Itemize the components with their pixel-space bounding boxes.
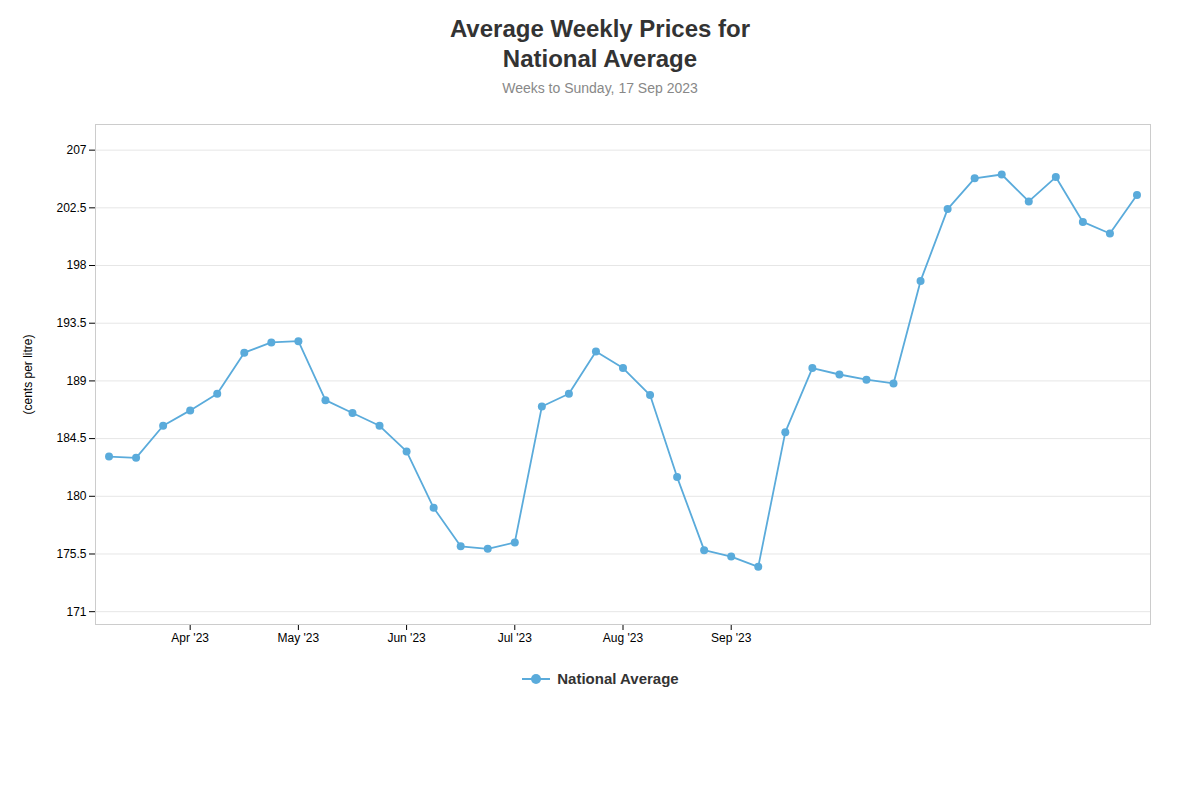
html-text:Weeks to Sunday, 17 Sep 2023: Weeks to Sunday, 17 Sep 2023 (502, 80, 698, 96)
svg-text:May '23: May '23 (278, 631, 320, 645)
svg-text:175.5: 175.5 (56, 547, 86, 561)
svg-text:207: 207 (66, 143, 86, 157)
svg-text:Jun '23: Jun '23 (387, 631, 426, 645)
svg-text:180: 180 (66, 489, 86, 503)
svg-text:189: 189 (66, 374, 86, 388)
svg-text:171: 171 (66, 605, 86, 619)
svg-text:Jul '23: Jul '23 (498, 631, 533, 645)
svg-text:202.5: 202.5 (56, 201, 86, 215)
svg-text:Aug '23: Aug '23 (603, 631, 644, 645)
svg-text:(cents per litre): (cents per litre) (21, 334, 35, 414)
html-text:National Average: National Average (557, 670, 679, 687)
svg-text:Apr '23: Apr '23 (171, 631, 209, 645)
svg-text:184.5: 184.5 (56, 431, 86, 445)
svg-text:198: 198 (66, 258, 86, 272)
html-text:Average Weekly Prices for Nati: Average Weekly Prices for National Avera… (449, 15, 751, 72)
svg-text:Sep '23: Sep '23 (711, 631, 752, 645)
svg-text:193.5: 193.5 (56, 316, 86, 330)
